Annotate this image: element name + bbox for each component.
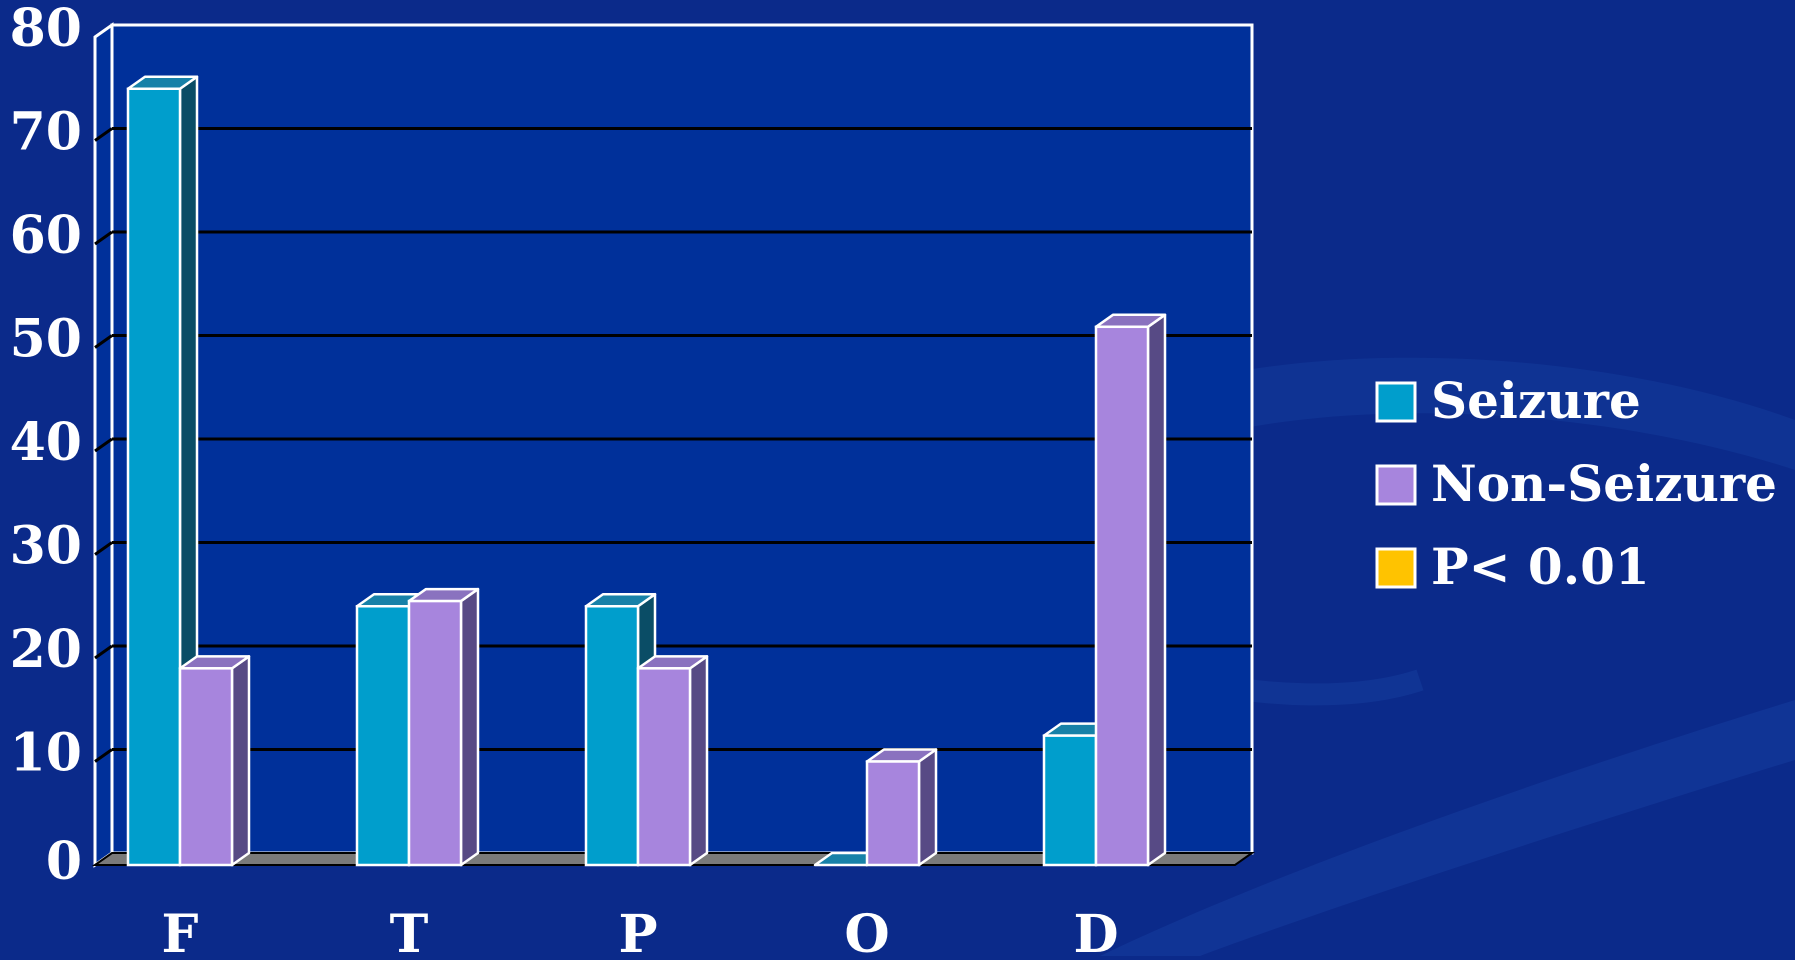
bar-side — [459, 587, 480, 867]
y-tick-label: 10 — [10, 723, 82, 784]
bar-front — [126, 87, 182, 867]
bar-non-seizure-d — [1094, 313, 1167, 867]
y-tick-label: 50 — [10, 309, 82, 370]
y-tick-label: 30 — [10, 516, 82, 577]
legend-label: Seizure — [1431, 371, 1641, 430]
bar-front — [355, 605, 411, 867]
bars — [126, 75, 1167, 867]
bar-side — [917, 748, 938, 867]
x-tick-label: T — [390, 904, 429, 956]
y-tick-label: 60 — [10, 205, 82, 266]
y-tick-label: 0 — [46, 831, 82, 892]
bar-non-seizure-t — [407, 587, 480, 867]
bar-side — [688, 655, 709, 867]
x-tick-label: D — [1073, 904, 1118, 956]
legend-swatch — [1375, 381, 1417, 423]
bar-non-seizure-o — [865, 748, 938, 867]
y-tick-label: 70 — [10, 102, 82, 163]
legend: Seizure Non-Seizure P< 0.01 — [1375, 371, 1777, 596]
legend-item: Seizure — [1375, 371, 1641, 430]
bar-side — [230, 655, 251, 867]
gridline — [94, 230, 113, 246]
gridline — [94, 334, 113, 349]
legend-item: P< 0.01 — [1375, 537, 1650, 596]
swirl-band — [1100, 700, 1795, 956]
x-tick-label: P — [618, 904, 657, 956]
legend-swatch — [1375, 547, 1417, 589]
bar-side — [1146, 313, 1167, 867]
bar-front — [865, 760, 921, 867]
y-tick-label: 80 — [10, 0, 82, 59]
gridline — [94, 541, 113, 556]
legend-label: P< 0.01 — [1431, 537, 1650, 596]
bar-front — [178, 667, 234, 867]
bar-front — [1042, 734, 1098, 867]
bar-seizure-p — [584, 593, 657, 867]
x-tick-label: F — [162, 904, 199, 956]
y-tick-label: 40 — [10, 412, 82, 473]
gridline — [94, 748, 113, 763]
bar-seizure-f — [126, 75, 199, 867]
y-tick-label: 20 — [10, 619, 82, 680]
gridline — [94, 437, 113, 453]
bar-non-seizure-p — [636, 655, 709, 867]
bar-non-seizure-f — [178, 655, 251, 867]
gridline — [94, 644, 113, 660]
bar-front — [1094, 325, 1150, 867]
bar-front — [584, 605, 640, 867]
bar-front — [636, 667, 692, 867]
legend-swatch — [1375, 464, 1417, 506]
legend-label: Non-Seizure — [1431, 454, 1777, 513]
legend-item: Non-Seizure — [1375, 454, 1777, 513]
bar-front — [407, 599, 463, 867]
gridline — [94, 127, 113, 142]
y-axis-tick-labels: 0 10 20 30 40 50 60 70 80 — [10, 0, 82, 892]
x-tick-label: O — [844, 904, 889, 956]
